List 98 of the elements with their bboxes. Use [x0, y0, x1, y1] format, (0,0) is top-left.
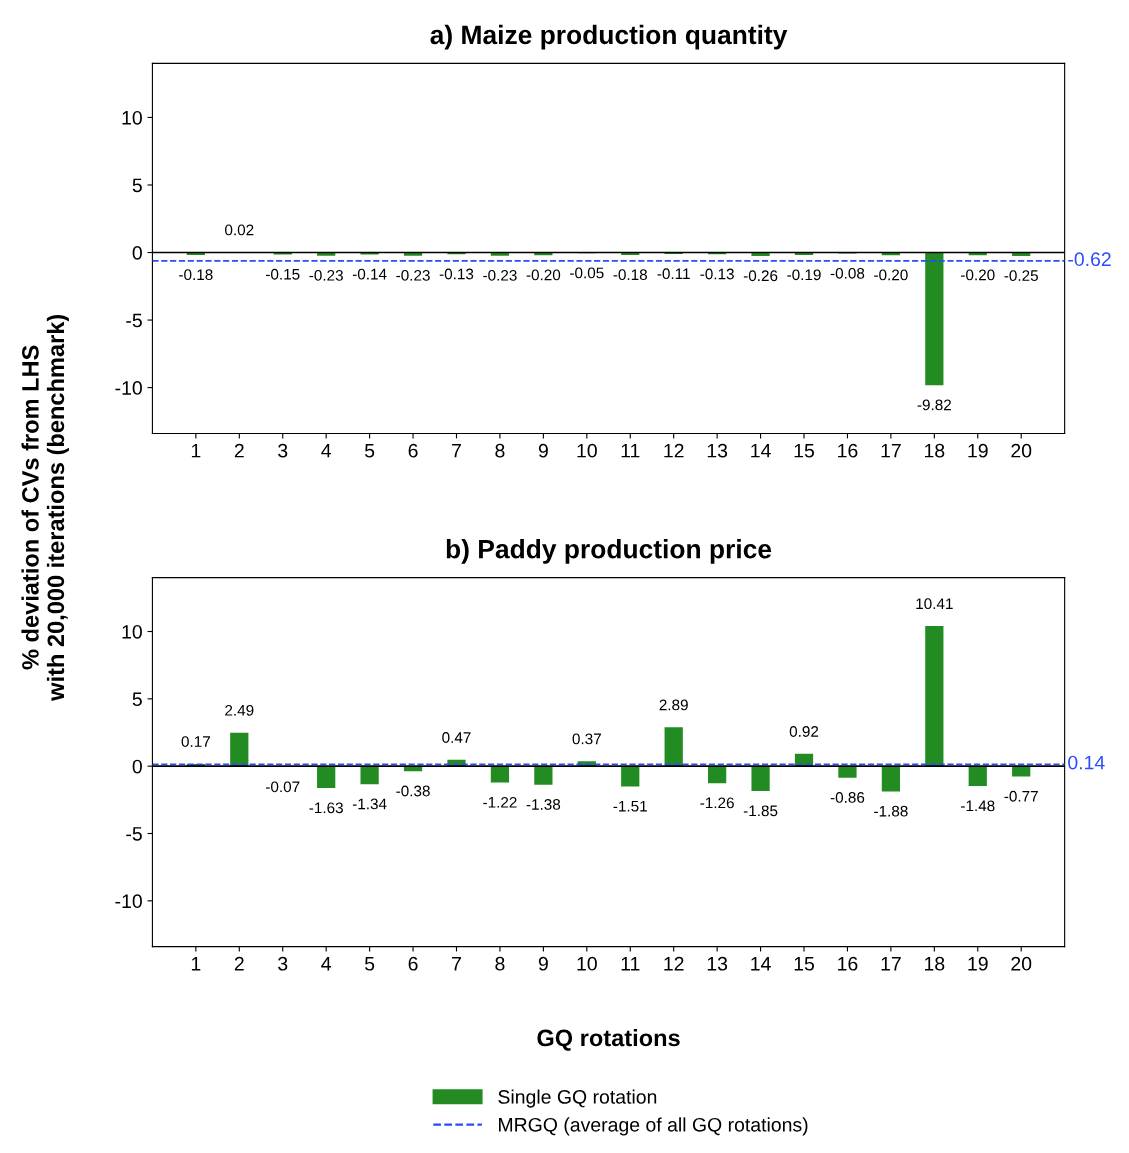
x-tick-label: 18	[925, 956, 945, 971]
data-label: -0.20	[526, 269, 561, 281]
y-tick-label: -10	[115, 894, 142, 909]
x-tick-label: 5	[364, 443, 375, 458]
y-tick-label: 0	[132, 245, 142, 260]
x-tick-label: 4	[321, 443, 332, 458]
data-label: -1.63	[309, 802, 343, 814]
x-tick-label: 3	[278, 956, 288, 971]
x-tick-label: 1	[191, 443, 201, 458]
x-tick-label: 5	[364, 957, 375, 971]
y-tick-label: 0	[132, 759, 142, 774]
data-label: -9.82	[917, 399, 951, 411]
data-label: -0.15	[266, 268, 300, 280]
chart-title: a) Maize production quantity	[430, 24, 788, 50]
data-label: -1.48	[961, 800, 995, 812]
x-tick-label: 12	[664, 956, 684, 971]
data-label: -0.25	[1004, 270, 1038, 282]
data-label: -0.05	[570, 267, 604, 279]
x-tick-label: 19	[968, 956, 988, 971]
x-tick-label: 2	[234, 443, 244, 458]
x-tick-label: 17	[881, 957, 901, 971]
data-label: -0.23	[396, 269, 430, 281]
data-label: 0.02	[225, 224, 254, 236]
y-tick-label: -5	[126, 313, 142, 328]
x-tick-label: 6	[408, 443, 418, 458]
x-tick-label: 9	[538, 443, 548, 458]
data-label: -0.20	[874, 269, 908, 281]
x-tick-label: 9	[538, 956, 548, 971]
x-tick-label: 16	[838, 956, 858, 971]
x-tick-label: 12	[664, 443, 684, 458]
data-label: -0.23	[483, 269, 517, 281]
x-tick-label: 16	[838, 443, 858, 458]
x-tick-label: 13	[707, 956, 728, 971]
data-label: -0.13	[700, 268, 734, 280]
x-tick-label: 14	[751, 443, 771, 458]
data-label: 2.49	[225, 704, 254, 716]
data-label: -0.08	[830, 267, 865, 279]
y-tick-label: 10	[122, 110, 142, 125]
data-label: -0.26	[743, 270, 778, 282]
x-tick-label: 6	[408, 956, 418, 971]
x-tick-label: 1	[191, 957, 201, 971]
x-tick-label: 10	[577, 956, 597, 971]
data-label: -1.88	[874, 805, 908, 817]
y-tick-label: -5	[126, 827, 142, 841]
data-label: -0.77	[1004, 790, 1038, 802]
data-label: -0.86	[830, 792, 865, 803]
y-tick-label: 10	[122, 624, 142, 639]
x-tick-label: 11	[621, 957, 640, 971]
y-tick-label: -10	[115, 381, 142, 395]
data-label: 0.17	[181, 736, 210, 747]
x-tick-label: 20	[1011, 956, 1032, 971]
data-label: -0.18	[613, 269, 647, 281]
x-tick-label: 8	[495, 443, 505, 458]
x-tick-label: 18	[925, 443, 945, 458]
x-tick-label: 7	[452, 443, 461, 458]
data-label: -0.18	[179, 269, 213, 281]
x-tick-label: 10	[577, 443, 597, 458]
data-label: -0.13	[439, 268, 474, 280]
data-label: -0.23	[309, 269, 343, 281]
data-label: -0.38	[396, 785, 430, 797]
x-tick-label: 4	[321, 957, 332, 971]
data-label: -0.07	[266, 781, 300, 793]
data-label: -0.14	[352, 268, 387, 280]
data-label: 2.89	[659, 699, 688, 711]
chart-title: b) Paddy production price	[446, 539, 772, 564]
data-label: -0.11	[657, 268, 690, 280]
text: MRGQ (average of all GQ rotations)	[499, 1117, 808, 1136]
data-label: 10.41	[916, 598, 953, 610]
x-tick-label: 19	[968, 443, 988, 458]
x-axis-title: GQ rotations	[537, 1029, 680, 1051]
data-label: -1.26	[700, 797, 734, 809]
data-label: -1.34	[352, 798, 387, 810]
y-tick-label: 5	[132, 178, 142, 193]
data-label: -1.38	[526, 799, 561, 810]
data-label: -1.22	[483, 796, 517, 808]
x-tick-label: 8	[495, 956, 505, 971]
x-tick-label: 7	[452, 957, 461, 971]
x-tick-label: 15	[794, 957, 815, 971]
data-label: -0.20	[961, 269, 995, 281]
x-tick-label: 17	[881, 443, 901, 458]
data-label: 0.47	[442, 732, 471, 743]
y-tick-label: 5	[132, 692, 142, 707]
x-tick-label: 14	[751, 957, 771, 971]
x-tick-label: 13	[707, 443, 728, 458]
x-tick-label: 11	[621, 443, 640, 458]
ref-line-label: 0.14	[1068, 755, 1105, 770]
legend-label: Single GQ rotation	[498, 1089, 657, 1108]
data-label: 0.92	[789, 726, 819, 737]
x-tick-label: 3	[278, 443, 288, 458]
data-label: -1.51	[613, 800, 647, 812]
y-axis-title: % deviation of CVs from LHS with 20,000 iterations (benchmark)	[21, 314, 69, 701]
data-label: -0.19	[787, 269, 821, 281]
x-tick-label: 2	[234, 956, 244, 971]
x-tick-label: 20	[1011, 443, 1032, 458]
data-label: -1.85	[743, 805, 778, 817]
ref-line-label: -0.62	[1068, 252, 1111, 267]
x-tick-label: 15	[794, 443, 815, 458]
data-label: 0.37	[572, 733, 601, 745]
